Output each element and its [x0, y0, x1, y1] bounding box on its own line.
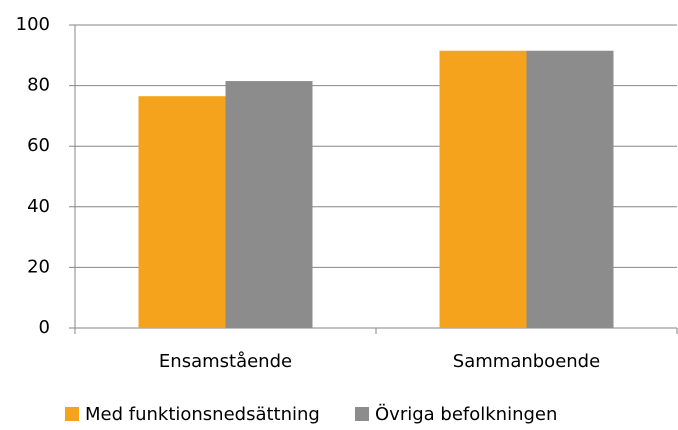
bar — [225, 81, 313, 329]
x-tick-label: Ensamstående — [159, 351, 292, 372]
legend-label: Övriga befolkningen — [375, 403, 557, 425]
y-tick-label: 0 — [39, 317, 50, 338]
legend-label: Med funktionsnedsättning — [85, 404, 320, 425]
y-tick-label: 20 — [27, 256, 50, 277]
legend-swatch — [65, 407, 79, 421]
bar — [526, 50, 614, 328]
x-tick-label: Sammanboende — [453, 351, 600, 372]
bar — [138, 96, 226, 328]
y-tick-label: 60 — [27, 135, 50, 156]
y-tick-label: 40 — [27, 196, 50, 217]
y-tick-label: 100 — [16, 14, 50, 35]
bar — [439, 50, 527, 328]
legend-swatch — [355, 407, 369, 421]
y-tick-label: 80 — [27, 75, 50, 96]
